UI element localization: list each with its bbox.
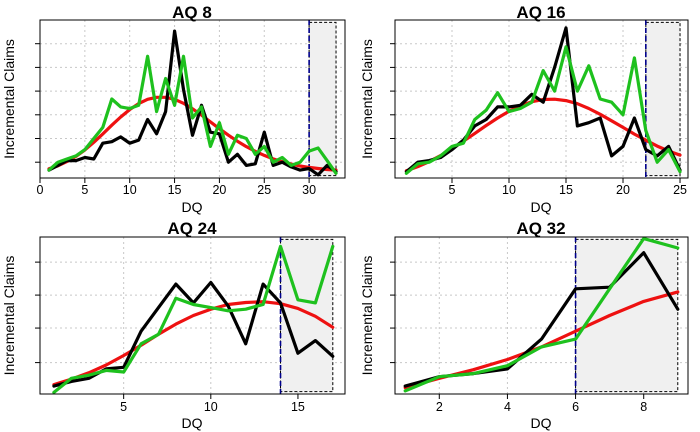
chart-panel-1: 0 5 10 15 20 25 30 AQ 8 DQ Incremental Claims [1, 3, 346, 215]
x-tick-label: 2 [436, 400, 443, 414]
x-tick-label: 10 [204, 400, 218, 414]
y-axis-label: Incremental Claims [1, 256, 17, 376]
series-line-simulated [404, 45, 682, 175]
x-tick-label: 10 [123, 183, 137, 197]
chart-panel-4: 2 4 6 8 AQ 32 DQ Incremental Claims [359, 219, 689, 431]
series-line-simulated [47, 54, 338, 175]
x-tick-label: 5 [120, 400, 127, 414]
x-tick-label: 15 [168, 183, 182, 197]
x-tick-label: 6 [572, 400, 579, 414]
x-tick-label: 15 [291, 400, 305, 414]
x-tick-label: 20 [212, 183, 226, 197]
chart-title: AQ 24 [167, 219, 217, 238]
x-axis-label: DQ [182, 199, 203, 215]
x-tick-label: 25 [257, 183, 271, 197]
series-line-actual [47, 29, 338, 177]
series-line-simulated [403, 237, 680, 393]
forecast-region [280, 238, 334, 393]
chart-title: AQ 16 [516, 3, 565, 22]
plot-frame [39, 19, 346, 179]
series-line-simulated [52, 244, 335, 394]
chart-panel-3: 5 10 15 AQ 24 DQ Incremental Claims [1, 219, 346, 431]
x-tick-label: 8 [640, 400, 647, 414]
chart-title: AQ 32 [516, 219, 565, 238]
plot-frame [394, 236, 689, 395]
chart-title: AQ 8 [172, 3, 212, 22]
x-tick-label: 5 [81, 183, 88, 197]
chart-panel-2: 5 10 15 20 25 AQ 16 DQ Incremental Claims [359, 3, 689, 215]
x-axis-label: DQ [182, 415, 203, 431]
x-tick-label: 25 [673, 183, 687, 197]
x-tick-label: 5 [449, 183, 456, 197]
x-tick-label: 4 [504, 400, 511, 414]
series-line-trend [52, 300, 335, 387]
x-axis-label: DQ [531, 199, 552, 215]
x-axis-label: DQ [531, 415, 552, 431]
y-axis-label: Incremental Claims [1, 39, 17, 159]
x-tick-label: 10 [502, 183, 516, 197]
plot-frame [394, 19, 689, 179]
x-tick-label: 0 [37, 183, 44, 197]
plot-frame [39, 236, 346, 395]
y-axis-label: Incremental Claims [359, 39, 375, 159]
series-line-actual [404, 26, 682, 174]
y-axis-label: Incremental Claims [359, 256, 375, 376]
x-tick-label: 20 [616, 183, 630, 197]
x-tick-label: 30 [302, 183, 316, 197]
x-tick-label: 15 [559, 183, 573, 197]
